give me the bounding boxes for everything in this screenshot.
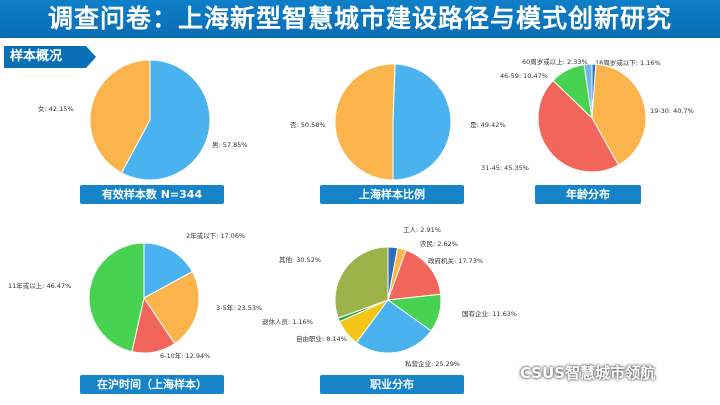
pie-2-slice-2 bbox=[392, 63, 452, 181]
pie-5-label-6: 自由职业: 8.14% bbox=[296, 334, 347, 343]
pie-4-label-1: 2年或以下: 17.06% bbox=[186, 231, 245, 240]
pie-4-slice-2 bbox=[143, 271, 200, 345]
pie-3-label-3: 31-45: 45.35% bbox=[481, 164, 529, 172]
caption-chart-2: 上海样本比例 bbox=[320, 185, 464, 204]
pie-5-label-5: 私营企业: 25.29% bbox=[405, 359, 460, 368]
pie-3-slice-5 bbox=[583, 63, 593, 119]
pie-4-label-3: 6-10年: 12.94% bbox=[160, 351, 210, 360]
pie-5-label-8: 其他: 30.52% bbox=[279, 255, 321, 264]
pie-1-label-2: 男: 57.85% bbox=[212, 141, 248, 149]
pie-4-label-2: 3-5年: 23.53% bbox=[216, 303, 262, 312]
page-title: 调查问卷：上海新型智慧城市建设路径与模式创新研究 bbox=[0, 0, 720, 38]
pie-2-label-1: 否: 50.58% bbox=[290, 121, 326, 129]
pie-3-label-4: 46-59: 10.47% bbox=[500, 72, 548, 80]
pie-5-slice-8 bbox=[334, 246, 389, 319]
pie-5-slice-5 bbox=[355, 299, 432, 354]
section-tag: 样本概况 bbox=[4, 46, 96, 68]
pie-1-slice-2 bbox=[120, 59, 211, 181]
pie-4-label-4: 11年或以上: 46.47% bbox=[8, 281, 71, 290]
caption-chart-5: 职业分布 bbox=[320, 375, 464, 394]
pie-1-slice-1 bbox=[89, 59, 151, 174]
pie-3-label-1: 18周岁或以下: 1.16% bbox=[595, 58, 661, 67]
pie-2-slice-1 bbox=[334, 63, 396, 181]
watermark: CSUS智慧城市领航 bbox=[520, 364, 656, 382]
pie-5-label-4: 国有企业: 11.63% bbox=[462, 309, 517, 318]
pie-5-label-1: 工人: 2.91% bbox=[403, 226, 441, 234]
pie-5-slice-3 bbox=[387, 249, 442, 301]
pie-4-slice-1 bbox=[143, 242, 193, 299]
pie-5-label-2: 农民: 2.62% bbox=[420, 239, 458, 248]
caption-chart-1: 有效样本数 N=344 bbox=[80, 185, 224, 204]
pie-3-label-5: 60周岁或以上: 2.33% bbox=[522, 57, 588, 66]
pie-3-slice-3 bbox=[537, 79, 620, 173]
pie-3-slice-2 bbox=[591, 63, 647, 166]
caption-chart-3: 年龄分布 bbox=[535, 185, 641, 204]
pie-4-slice-4 bbox=[88, 242, 145, 353]
pie-2-label-2: 是: 49.42% bbox=[470, 121, 506, 129]
pie-1-label-1: 女: 42.15% bbox=[38, 104, 74, 113]
pie-5-label-7: 退休人员: 1.16% bbox=[262, 317, 313, 326]
caption-chart-4: 在沪时间（上海样本） bbox=[80, 375, 224, 394]
pie-3-label-2: 19-30: 40.7% bbox=[650, 107, 694, 115]
pie-5-label-3: 政府机关: 17.73% bbox=[428, 256, 483, 265]
